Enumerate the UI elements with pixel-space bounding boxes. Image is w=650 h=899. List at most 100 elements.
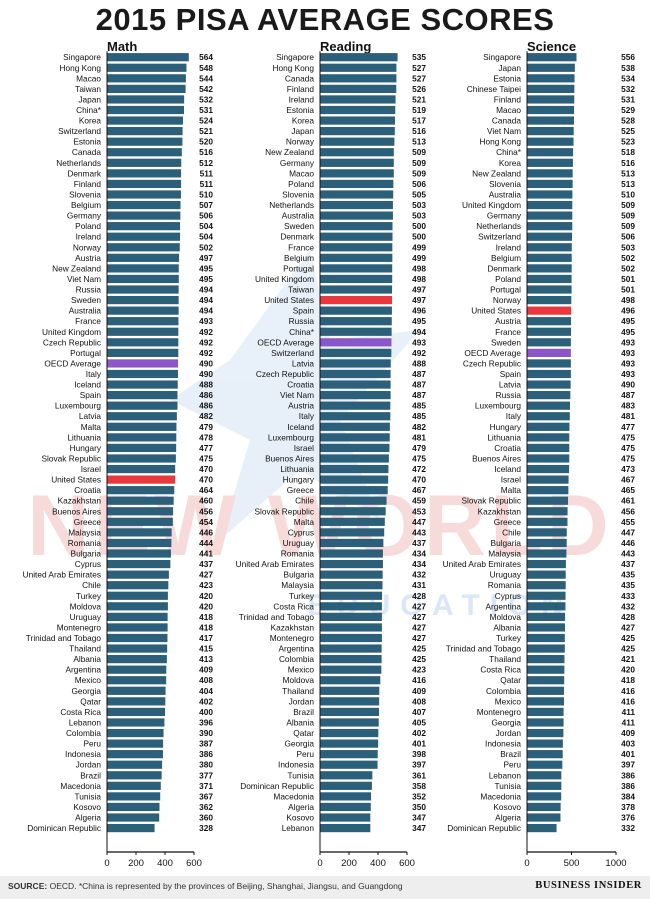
category-label: Jordan bbox=[289, 696, 315, 706]
category-label: Montenegro bbox=[57, 622, 102, 632]
value-label: 532 bbox=[621, 84, 635, 94]
value-label: 432 bbox=[412, 570, 426, 580]
bar bbox=[320, 433, 390, 442]
category-label: Singapore bbox=[63, 52, 101, 62]
value-label: 397 bbox=[621, 760, 635, 770]
value-label: 358 bbox=[412, 781, 426, 791]
bar bbox=[107, 359, 179, 368]
value-label: 487 bbox=[412, 380, 426, 390]
bar bbox=[320, 443, 390, 453]
x-tick-label: 0 bbox=[104, 858, 109, 869]
value-label: 511 bbox=[200, 179, 214, 189]
value-label: 516 bbox=[199, 147, 213, 157]
category-label: Moldova bbox=[490, 612, 522, 622]
category-label: Ireland bbox=[76, 232, 102, 242]
category-label: Chile bbox=[82, 580, 101, 590]
value-label: 467 bbox=[621, 475, 635, 485]
bar bbox=[527, 750, 563, 759]
chart-panel-science: Science Singapore 556 Japan 538 Estonia 534 Chi… bbox=[443, 39, 636, 869]
source-note: SOURCE: OECD. *China is represented by t… bbox=[8, 881, 403, 891]
category-label: Ireland bbox=[496, 242, 522, 252]
bar bbox=[527, 401, 570, 410]
bar bbox=[107, 781, 161, 790]
bar bbox=[107, 412, 177, 421]
value-label: 433 bbox=[621, 591, 635, 601]
value-label: 564 bbox=[199, 52, 213, 62]
x-tick-label: 200 bbox=[341, 858, 357, 869]
category-label: Belgium bbox=[284, 253, 314, 263]
category-label: Thailand bbox=[69, 644, 101, 654]
category-label: United Kingdom bbox=[462, 200, 521, 210]
category-label: Netherlands bbox=[56, 158, 101, 168]
category-label: Switzerland bbox=[478, 232, 521, 242]
category-label: Israel bbox=[501, 475, 521, 485]
value-label: 506 bbox=[621, 232, 635, 242]
value-label: 415 bbox=[199, 644, 213, 654]
bar bbox=[107, 454, 176, 463]
category-label: Belgium bbox=[71, 200, 101, 210]
category-label: Estonia bbox=[286, 105, 314, 115]
value-label: 516 bbox=[412, 126, 426, 136]
category-label: Croatia bbox=[494, 443, 521, 453]
value-label: 500 bbox=[412, 221, 426, 231]
value-label: 361 bbox=[412, 770, 426, 780]
category-label: Portugal bbox=[70, 348, 101, 358]
category-label: Italy bbox=[86, 369, 102, 379]
value-label: 428 bbox=[621, 612, 635, 622]
bar bbox=[107, 190, 181, 199]
bar bbox=[320, 348, 392, 357]
bar bbox=[527, 95, 575, 104]
value-label: 456 bbox=[621, 506, 635, 516]
bar bbox=[320, 697, 380, 706]
value-label: 499 bbox=[412, 242, 426, 252]
category-label: Korea bbox=[292, 116, 315, 126]
category-label: Norway bbox=[493, 295, 522, 305]
category-label: Chinese Taipei bbox=[467, 84, 521, 94]
category-label: Malta bbox=[294, 517, 315, 527]
value-label: 401 bbox=[412, 739, 426, 749]
value-label: 427 bbox=[412, 622, 426, 632]
category-label: Peru bbox=[503, 760, 521, 770]
value-label: 477 bbox=[199, 443, 213, 453]
bar bbox=[107, 581, 169, 590]
category-label: Greece bbox=[494, 517, 522, 527]
value-label: 409 bbox=[621, 728, 635, 738]
bar bbox=[107, 707, 165, 717]
bar bbox=[107, 295, 179, 305]
bar bbox=[107, 95, 185, 104]
category-label: Lithuania bbox=[280, 464, 314, 474]
bar bbox=[320, 602, 382, 611]
bar bbox=[320, 454, 389, 463]
category-label: Hong Kong bbox=[59, 63, 101, 73]
category-label: Japan bbox=[291, 126, 314, 136]
bar bbox=[107, 623, 168, 632]
value-label: 416 bbox=[621, 686, 635, 696]
bar bbox=[527, 570, 566, 579]
bar bbox=[320, 707, 380, 717]
category-label: Algeria bbox=[75, 813, 101, 823]
value-label: 403 bbox=[621, 739, 635, 749]
bar bbox=[527, 433, 570, 442]
value-label: 497 bbox=[412, 295, 426, 305]
value-label: 492 bbox=[199, 337, 213, 347]
category-label: Qatar bbox=[500, 675, 521, 685]
value-label: 425 bbox=[412, 654, 426, 664]
bar bbox=[527, 190, 573, 199]
bar bbox=[320, 570, 383, 579]
value-label: 520 bbox=[199, 137, 213, 147]
bar bbox=[107, 148, 182, 157]
category-label: Peru bbox=[296, 749, 314, 759]
value-label: 509 bbox=[412, 168, 426, 178]
category-label: New Zealand bbox=[265, 147, 314, 157]
value-label: 493 bbox=[621, 358, 635, 368]
category-label: Brazil bbox=[293, 707, 314, 717]
category-label: Russia bbox=[496, 390, 522, 400]
bar bbox=[527, 517, 568, 526]
bar bbox=[107, 591, 168, 600]
bar bbox=[527, 602, 566, 611]
value-label: 494 bbox=[199, 285, 213, 295]
category-label: Taiwan bbox=[288, 285, 314, 295]
category-label: France bbox=[495, 327, 521, 337]
value-label: 332 bbox=[621, 823, 635, 833]
bar bbox=[320, 507, 386, 516]
